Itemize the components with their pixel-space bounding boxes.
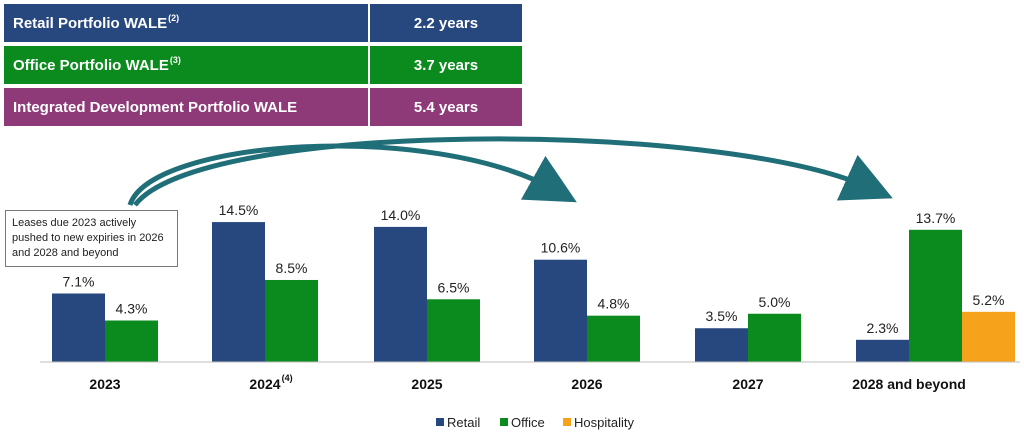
- bar-office-2025: [427, 299, 480, 362]
- arrow-to-2026: [127, 143, 577, 206]
- bar-retail-2026: [534, 259, 587, 362]
- data-label: 2.3%: [867, 320, 899, 336]
- bar-office-2024: [265, 279, 318, 362]
- wale-row-retail: Retail Portfolio WALE (2) 2.2 years: [4, 4, 522, 42]
- bar-office-2027: [748, 313, 801, 362]
- bar-retail-2023: [52, 293, 105, 362]
- bar-hospitality-2028-and-beyond: [962, 311, 1015, 362]
- data-label: 3.5%: [706, 308, 738, 324]
- legend-label-hospitality: Hospitality: [574, 415, 634, 430]
- wale-label-integrated: Integrated Development Portfolio WALE: [4, 88, 368, 126]
- bar-office-2026: [587, 315, 640, 362]
- divider: [368, 46, 370, 84]
- data-label: 14.5%: [219, 202, 259, 218]
- data-label: 4.3%: [116, 301, 148, 317]
- data-label: 5.0%: [759, 294, 791, 310]
- data-label: 7.1%: [63, 273, 95, 289]
- legend-swatch-retail: [436, 418, 444, 426]
- bar-retail-2028-and-beyond: [856, 339, 909, 362]
- footnote-ref: (3): [169, 55, 181, 65]
- wale-value-integrated: 5.4 years: [370, 88, 522, 126]
- data-label: 8.5%: [276, 260, 308, 276]
- footnote-ref: (4): [282, 373, 293, 383]
- wale-table: Retail Portfolio WALE (2) 2.2 years Offic…: [4, 4, 522, 130]
- data-label: 6.5%: [438, 279, 470, 295]
- bar-retail-2027: [695, 328, 748, 362]
- note-box: Leases due 2023 actively pushed to new e…: [5, 210, 178, 267]
- divider: [368, 88, 370, 126]
- wale-row-integrated: Integrated Development Portfolio WALE 5.…: [4, 88, 522, 126]
- data-label: 14.0%: [381, 207, 421, 223]
- legend-swatch-hospitality: [563, 418, 571, 426]
- wale-label-office: Office Portfolio WALE (3): [4, 46, 368, 84]
- category-label: 2027: [732, 376, 763, 392]
- data-label: 10.6%: [541, 240, 581, 256]
- category-label: 2028 and beyond: [852, 376, 966, 392]
- wale-label-retail: Retail Portfolio WALE (2): [4, 4, 368, 42]
- data-label: 4.8%: [598, 296, 630, 312]
- arrow-to-2028: [133, 136, 893, 207]
- bar-office-2028-and-beyond: [909, 229, 962, 362]
- category-label: 2026: [571, 376, 602, 392]
- wale-label-text: Retail Portfolio WALE: [13, 14, 168, 32]
- bar-retail-2024: [212, 222, 265, 362]
- data-label: 13.7%: [916, 210, 956, 226]
- wale-row-office: Office Portfolio WALE (3) 3.7 years: [4, 46, 522, 84]
- wale-label-text: Office Portfolio WALE: [13, 56, 169, 74]
- wale-label-text: Integrated Development Portfolio WALE: [13, 98, 298, 116]
- bar-retail-2025: [374, 226, 427, 362]
- wale-value-office: 3.7 years: [370, 46, 522, 84]
- bar-office-2023: [105, 320, 158, 362]
- legend-swatch-office: [500, 418, 508, 426]
- category-label: 2024: [249, 376, 280, 392]
- legend-label-office: Office: [511, 415, 545, 430]
- wale-value-retail: 2.2 years: [370, 4, 522, 42]
- category-label: 2025: [411, 376, 442, 392]
- footnote-ref: (2): [168, 13, 180, 23]
- divider: [368, 4, 370, 42]
- category-label: 2023: [89, 376, 120, 392]
- legend-label-retail: Retail: [447, 415, 480, 430]
- data-label: 5.2%: [973, 292, 1005, 308]
